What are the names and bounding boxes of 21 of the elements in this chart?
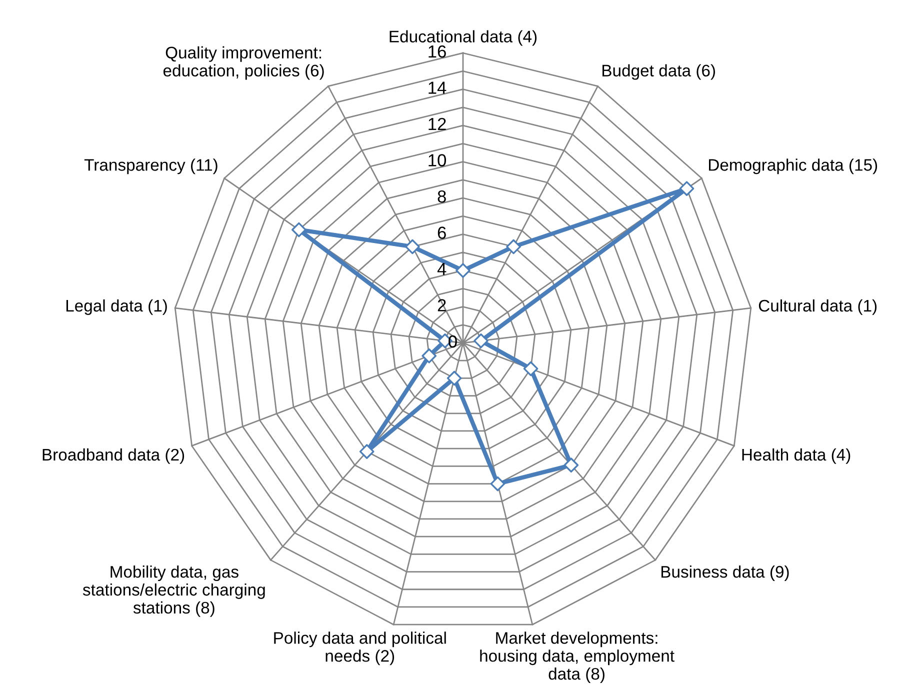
y-tick-label: 8 [438,190,446,203]
spoke-label: Transparency (11) [84,158,218,174]
y-tick-label: 16 [428,45,446,58]
spoke-label: Quality improvement: education, policies (6) [163,46,324,80]
spoke-label: Market developments: housing data, employment data (8) [480,632,674,684]
spoke-label: Health data (4) [742,448,850,464]
spoke-label: Educational data (4) [390,30,537,46]
y-tick-label: 4 [437,263,446,275]
spoke-label: Budget data (6) [602,64,715,80]
y-tick-label: 6 [438,226,446,239]
spoke-label: Demographic data (15) [709,158,878,174]
spoke-label: Broadband data (2) [42,448,184,464]
y-tick-label: 12 [428,118,446,130]
spoke-label: Policy data and political needs (2) [274,632,446,666]
y-tick-label: 14 [428,82,446,94]
spoke-label: Cultural data (1) [758,299,877,315]
spoke-label: Legal data (1) [66,299,167,315]
spoke-label: Mobility data, gas stations/electric charging stations (8) [82,565,265,617]
y-tick-label: 10 [428,154,446,166]
spoke-label: Business data (9) [661,565,789,582]
y-tick-label: 2 [438,299,446,312]
